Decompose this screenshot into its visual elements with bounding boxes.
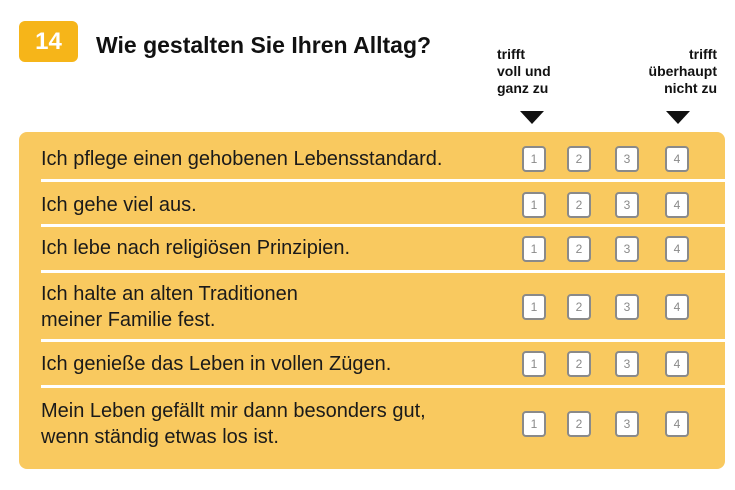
statement-text: Ich gehe viel aus. [41,194,197,216]
rating-checkbox-4[interactable]: 4 [665,192,689,218]
statement-row: Ich lebe nach religiösen Prinzipien. 1 2… [19,227,725,270]
row-divider [41,224,725,227]
rating-checkbox-1[interactable]: 1 [522,411,546,437]
question-number: 14 [35,27,62,55]
rating-checkbox-1[interactable]: 1 [522,192,546,218]
statement-row: Ich genieße das Leben in vollen Zügen. 1… [19,342,725,385]
arrow-down-icon [666,111,690,124]
rating-checkbox-4[interactable]: 4 [665,411,689,437]
statement-text: Ich halte an alten Traditionen meiner Fa… [41,283,298,331]
scale-label-disagree: trifft überhaupt nicht zu [648,46,717,96]
scale-label-agree: trifft voll und ganz zu [497,46,551,96]
rating-checkbox-3[interactable]: 3 [615,146,639,172]
statement-text: Mein Leben gefällt mir dann besonders gu… [41,400,426,448]
question-title: Wie gestalten Sie Ihren Alltag? [96,32,432,58]
rating-checkbox-3[interactable]: 3 [615,294,639,320]
rating-checkbox-2[interactable]: 2 [567,146,591,172]
rating-checkbox-2[interactable]: 2 [567,192,591,218]
statement-row: Ich halte an alten Traditionen meiner Fa… [19,273,725,339]
question-number-badge: 14 [19,21,78,62]
rating-checkbox-2[interactable]: 2 [567,351,591,377]
rating-checkbox-3[interactable]: 3 [615,411,639,437]
rating-checkbox-1[interactable]: 1 [522,146,546,172]
rating-checkbox-1[interactable]: 1 [522,351,546,377]
row-divider [41,179,725,182]
rating-checkbox-4[interactable]: 4 [665,351,689,377]
statement-text: Ich lebe nach religiösen Prinzipien. [41,237,351,259]
rating-checkbox-3[interactable]: 3 [615,192,639,218]
rating-checkbox-2[interactable]: 2 [567,411,591,437]
arrow-down-icon [520,111,544,124]
rating-checkbox-2[interactable]: 2 [567,236,591,262]
statement-text: Ich pflege einen gehobenen Lebensstandar… [41,148,443,170]
statement-row: Ich gehe viel aus. 1 2 3 4 [19,182,725,224]
rating-checkbox-1[interactable]: 1 [522,294,546,320]
rating-checkbox-1[interactable]: 1 [522,236,546,262]
statement-row: Mein Leben gefällt mir dann besonders gu… [19,388,725,464]
rating-checkbox-2[interactable]: 2 [567,294,591,320]
rating-checkbox-4[interactable]: 4 [665,236,689,262]
statement-text: Ich genieße das Leben in vollen Zügen. [41,353,392,375]
row-divider [41,339,725,342]
rating-checkbox-4[interactable]: 4 [665,294,689,320]
rating-checkbox-3[interactable]: 3 [615,351,639,377]
row-divider [41,270,725,273]
statement-row: Ich pflege einen gehobenen Lebensstandar… [19,132,725,179]
rating-checkbox-4[interactable]: 4 [665,146,689,172]
row-divider [41,385,725,388]
statement-panel: Ich pflege einen gehobenen Lebensstandar… [19,132,725,469]
rating-checkbox-3[interactable]: 3 [615,236,639,262]
